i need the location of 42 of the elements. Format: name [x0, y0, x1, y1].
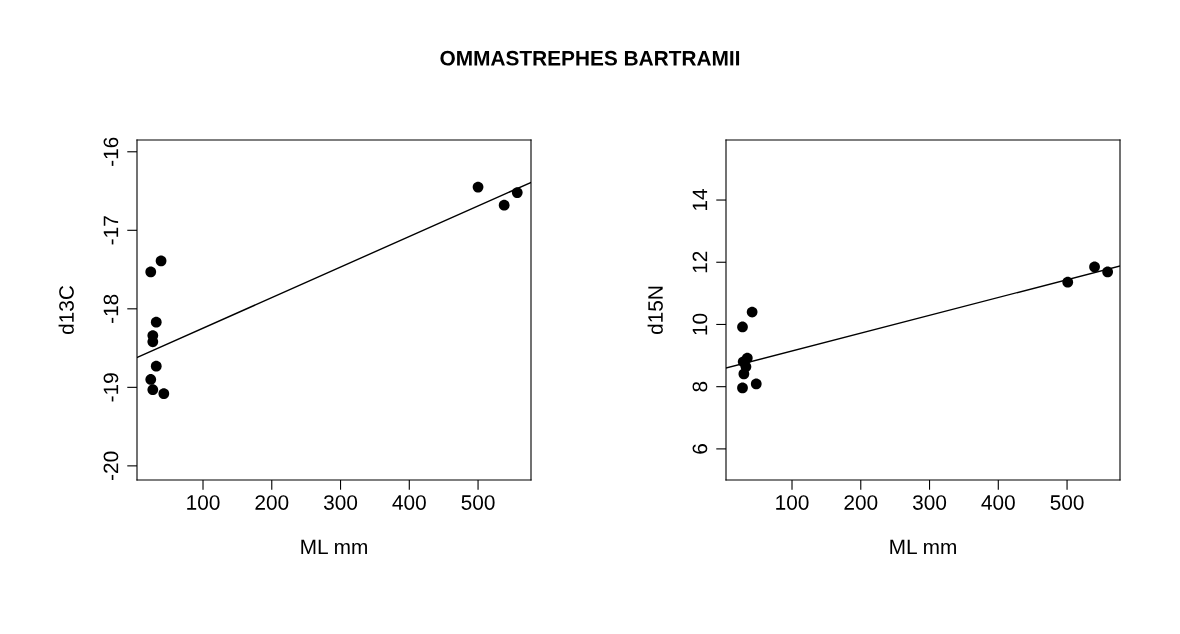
x-tick-label: 200 [255, 495, 289, 510]
point [1089, 261, 1100, 273]
point [472, 181, 484, 193]
text: OMMASTREPHES BARTRAMII [440, 50, 740, 66]
point [145, 266, 157, 278]
x-tick-label: 500 [461, 495, 495, 510]
point [498, 199, 510, 211]
y-tick-label: -18 [103, 294, 119, 323]
y-tick-label: 14 [692, 189, 708, 211]
point [155, 255, 167, 267]
y-tick-label: -20 [103, 451, 119, 480]
x-tick-label: 100 [187, 495, 220, 510]
x-tick-label: 200 [844, 495, 878, 510]
point [750, 378, 762, 390]
x-tick-label: 400 [392, 495, 426, 510]
y-tick-label: 10 [692, 313, 708, 335]
x-tick-label: 300 [912, 495, 947, 510]
point [150, 360, 162, 372]
y-axis-title: d15N [647, 286, 663, 335]
point [511, 187, 523, 198]
x-tick-label: 500 [1050, 495, 1084, 510]
point [147, 384, 159, 396]
y-tick-label: -17 [103, 216, 119, 245]
y-axis-title: d13C [58, 285, 74, 335]
x-tick-label: 400 [981, 495, 1015, 510]
y-tick-label: -19 [103, 373, 119, 402]
x-tick-label: 300 [323, 495, 358, 510]
point [737, 321, 748, 333]
point [1102, 266, 1113, 278]
point [737, 382, 748, 394]
point [158, 388, 170, 400]
y-tick-label: 8 [692, 381, 708, 392]
point [150, 316, 162, 328]
y-tick-label: 12 [692, 251, 708, 273]
x-axis-title: ML mm [301, 539, 367, 555]
point [746, 306, 758, 318]
y-tick-label: 6 [692, 444, 708, 454]
point [145, 374, 157, 385]
x-axis-title: ML mm [890, 539, 956, 555]
y-tick-label: -16 [103, 137, 119, 166]
x-tick-label: 100 [776, 495, 809, 510]
point [1062, 276, 1074, 288]
